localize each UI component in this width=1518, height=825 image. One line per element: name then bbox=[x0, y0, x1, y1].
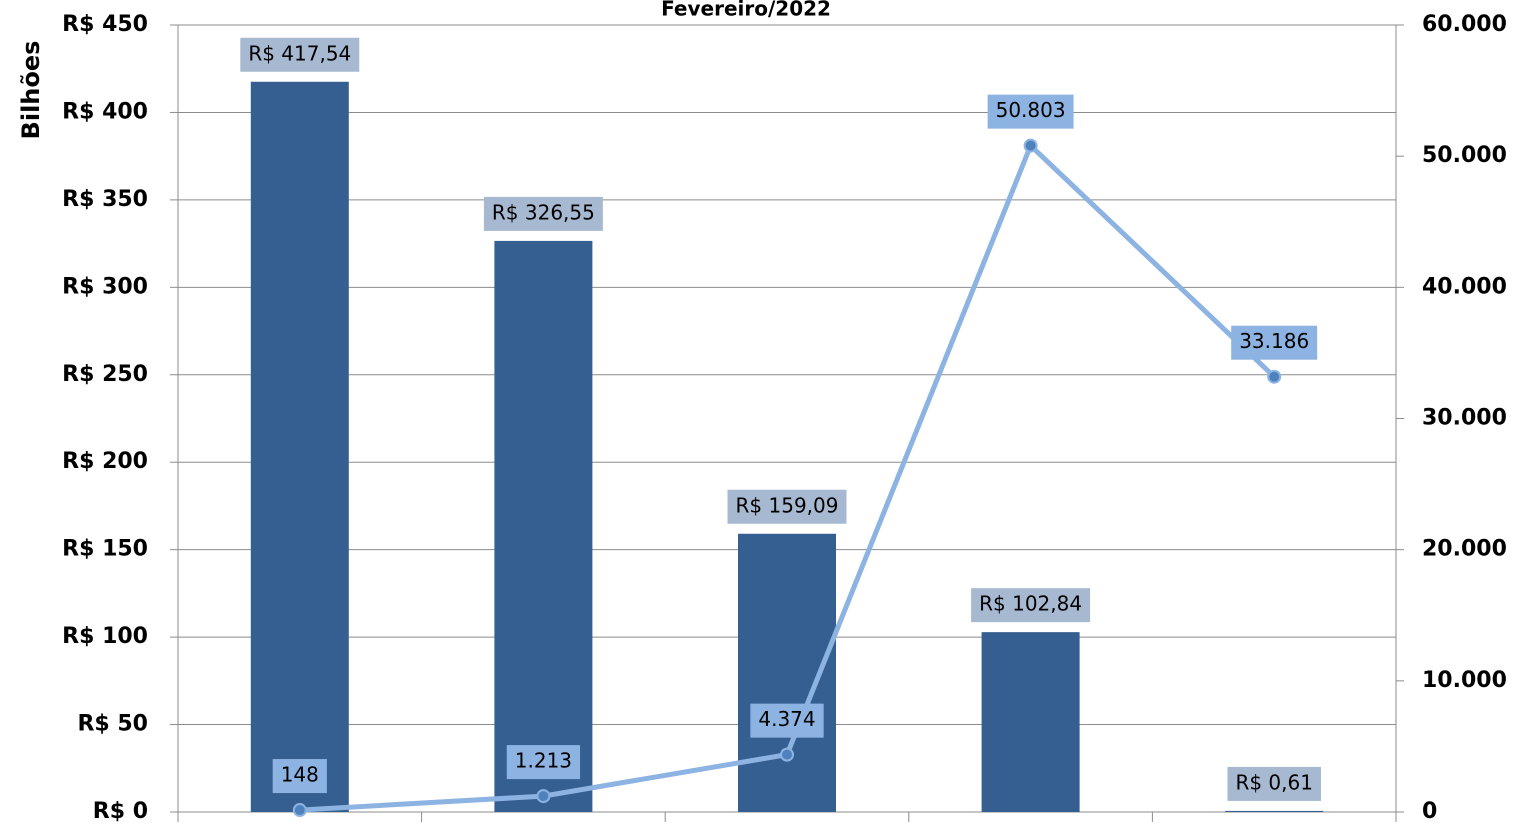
y-tick-label: R$ 250 bbox=[62, 362, 148, 387]
y-tick-label: R$ 350 bbox=[62, 187, 148, 212]
bar bbox=[250, 81, 349, 813]
bar bbox=[1225, 810, 1324, 812]
y2-tick-label: 60.000 bbox=[1422, 12, 1507, 37]
data-label: R$ 326,55 bbox=[492, 200, 595, 224]
line-point bbox=[1023, 138, 1038, 153]
bar bbox=[981, 632, 1080, 812]
data-label-box bbox=[1231, 325, 1318, 360]
data-label: 148 bbox=[281, 763, 319, 787]
y-tick-label: R$ 50 bbox=[77, 712, 148, 737]
data-label-box bbox=[1227, 766, 1321, 801]
y2-tick-label: 30.000 bbox=[1422, 406, 1507, 431]
data-label: R$ 159,09 bbox=[736, 493, 839, 517]
y-tick-label: R$ 200 bbox=[62, 449, 148, 474]
y-tick-label: R$ 450 bbox=[62, 12, 148, 37]
line-point bbox=[780, 747, 794, 762]
y2-tick-label: 50.000 bbox=[1422, 143, 1507, 168]
data-label: R$ 0,61 bbox=[1235, 770, 1313, 794]
data-label-box bbox=[727, 489, 847, 524]
y-tick-label: R$ 400 bbox=[62, 99, 148, 124]
line-point bbox=[536, 789, 551, 804]
data-label-box bbox=[987, 94, 1074, 129]
bar bbox=[494, 240, 593, 812]
y-tick-label: R$ 150 bbox=[62, 537, 148, 562]
data-label-box bbox=[750, 703, 824, 738]
y-axis-label: Bilhões bbox=[17, 41, 45, 140]
data-label: 50.803 bbox=[996, 98, 1066, 122]
y-tick-label: R$ 0 bbox=[93, 799, 148, 824]
y2-tick-label: 10.000 bbox=[1422, 668, 1507, 693]
data-label-box bbox=[506, 745, 581, 780]
data-label: R$ 102,84 bbox=[979, 592, 1082, 616]
data-label-box bbox=[272, 759, 327, 794]
data-label-box bbox=[483, 196, 603, 231]
data-label: 1.213 bbox=[515, 749, 572, 773]
y-tick-label: R$ 300 bbox=[62, 274, 148, 299]
y2-tick-label: 20.000 bbox=[1422, 537, 1507, 562]
y2-tick-label: 0 bbox=[1422, 799, 1437, 824]
data-label-box bbox=[971, 588, 1091, 623]
line-point bbox=[292, 803, 307, 818]
data-label-box bbox=[240, 37, 360, 72]
y2-tick-label: 40.000 bbox=[1422, 274, 1507, 299]
chart-title: Fevereiro/2022 bbox=[661, 0, 831, 21]
data-label: R$ 417,54 bbox=[248, 41, 351, 65]
data-label: 33.186 bbox=[1239, 329, 1309, 353]
line-point bbox=[1267, 369, 1282, 384]
y-tick-label: R$ 100 bbox=[62, 624, 148, 649]
data-label: 4.374 bbox=[758, 707, 815, 731]
